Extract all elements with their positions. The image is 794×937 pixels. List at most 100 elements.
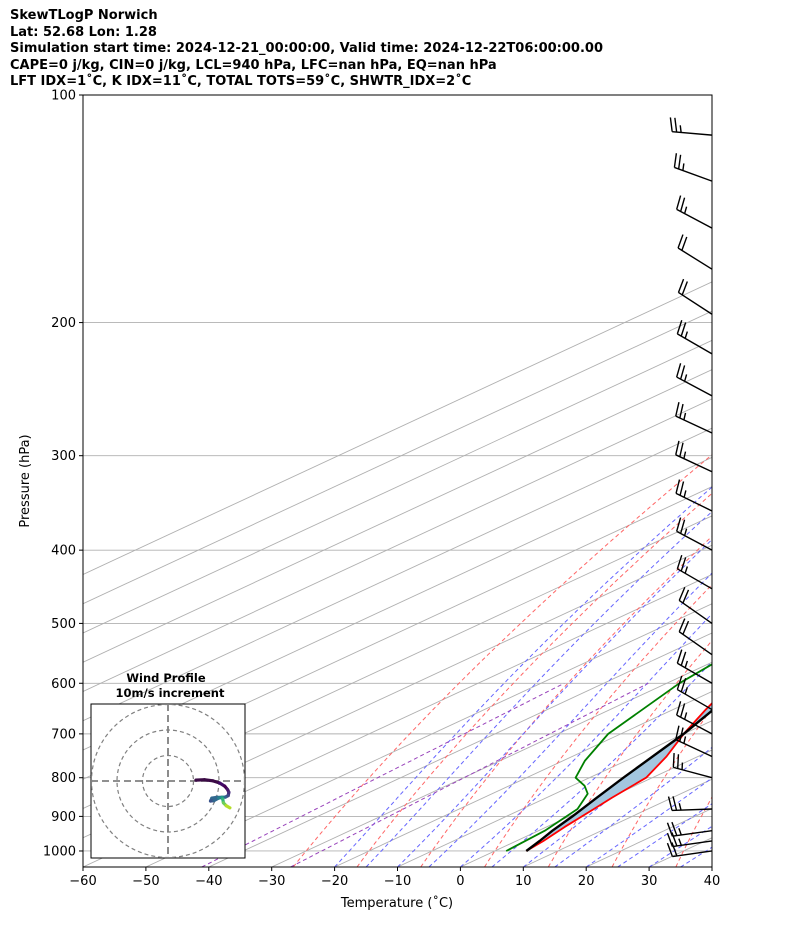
wind-barb-flag <box>679 703 686 718</box>
wind-barb <box>678 587 713 624</box>
wind-barb <box>676 675 713 711</box>
moist-adiabat <box>334 486 712 867</box>
isotherm-line <box>83 281 712 575</box>
dry-adiabat <box>740 95 794 867</box>
hodograph-segment <box>224 804 232 810</box>
isotherm-line <box>271 661 712 867</box>
wind-barb-flag <box>671 821 678 836</box>
wind-barb <box>677 278 713 315</box>
axes: −60 −50 −40 −30 −20 −10 0 10 20 30 40 1000 900 800 700… <box>43 89 720 890</box>
indices-line: LFT IDX=1˚C, K IDX=11˚C, TOTAL TOTS=59˚C… <box>10 74 472 89</box>
dry-adiabat <box>356 492 712 867</box>
wind-barb-flag <box>681 236 688 251</box>
wind-barb-flag <box>666 832 674 847</box>
x-tick-label: 10 <box>515 874 532 889</box>
isotherm-line <box>83 310 712 605</box>
wind-barb-half-flag <box>683 451 687 459</box>
moist-adiabat <box>711 866 712 867</box>
wind-barb-shaft <box>672 130 713 136</box>
wind-barb-shaft <box>672 829 713 837</box>
wind-barb <box>676 554 713 590</box>
wind-barb-flag <box>679 481 685 496</box>
wind-barb-shaft <box>677 688 713 711</box>
dry-adiabat <box>292 454 712 867</box>
moist-adiabat <box>491 660 712 867</box>
wind-barb-flag <box>676 195 682 210</box>
wind-profile-plot <box>91 704 245 858</box>
wind-barb-half-flag <box>684 660 689 668</box>
wind-barb-shaft <box>671 808 713 812</box>
wind-barb-shaft <box>677 247 713 270</box>
wind-barb-shaft <box>678 291 713 315</box>
wind-barb <box>669 117 713 136</box>
wind-barb-flag <box>681 281 688 296</box>
wind-barb-shaft <box>678 599 713 624</box>
wind-profile-title: Wind Profile <box>126 671 206 685</box>
wind-barb-flag <box>675 402 680 417</box>
wind-barb-flag <box>676 649 683 664</box>
simulation-time-line: Simulation start time: 2024-12-21_00:00:… <box>10 41 603 56</box>
wind-barb-flag <box>679 197 686 212</box>
y-tick-label: 400 <box>51 544 76 559</box>
wind-barb-flag <box>676 554 683 570</box>
wind-barb-shaft <box>675 415 713 434</box>
wind-barb-flag <box>682 589 690 604</box>
wind-barb-shaft <box>677 333 713 355</box>
wind-barb-flag <box>679 442 684 457</box>
wind-barb <box>672 753 713 779</box>
x-tick-label: 0 <box>456 874 464 889</box>
wind-barb-flag <box>676 517 682 532</box>
wind-barb <box>666 842 713 858</box>
wind-barb-half-flag <box>683 736 687 744</box>
wind-barb-half-flag <box>678 828 682 836</box>
wind-barb <box>677 234 713 270</box>
wind-barb-flag <box>682 620 690 635</box>
wind-barb-shaft <box>673 766 713 779</box>
wind-barb-half-flag <box>679 125 682 133</box>
x-tick-label: −40 <box>195 874 222 889</box>
wind-barb <box>676 649 713 684</box>
wind-barb <box>676 517 713 551</box>
wind-barb <box>676 320 713 355</box>
wind-barb-flag <box>667 796 673 811</box>
wind-barb-shaft <box>677 568 713 590</box>
wind-barb <box>678 618 713 656</box>
temperature-line <box>525 702 712 852</box>
x-tick-label: 30 <box>641 874 658 889</box>
wind-profile-subtitle: 10m/s increment <box>116 686 225 700</box>
isotherm-line <box>83 544 712 839</box>
wind-barb-half-flag <box>683 490 687 498</box>
wind-barb-half-flag <box>684 331 689 339</box>
x-tick-label: −60 <box>69 874 96 889</box>
wind-barb <box>675 402 713 434</box>
wind-barb-shaft <box>676 376 713 397</box>
isotherm-line <box>83 573 712 867</box>
wind-barb-flag <box>666 842 674 857</box>
chart-title: SkewTLogP Norwich <box>10 8 158 23</box>
wind-barb-shaft <box>676 208 713 229</box>
wind-barb-flag <box>678 587 686 601</box>
wind-barb-flag <box>679 519 686 534</box>
dry-adiabat <box>611 707 712 867</box>
isotherm-line <box>83 339 712 634</box>
wind-barb-shaft <box>675 454 713 473</box>
wind-barb <box>675 479 713 512</box>
y-tick-label: 200 <box>51 316 76 331</box>
wind-barb-flag <box>675 440 680 455</box>
moist-adiabat <box>522 708 712 867</box>
wind-barb-flag <box>675 725 680 740</box>
chart-header: SkewTLogP Norwich Lat: 52.68 Lon: 1.28 S… <box>10 8 603 91</box>
wind-barb-shaft <box>675 738 713 758</box>
wind-profile-inset <box>90 703 246 859</box>
wind-barb-flag <box>673 153 678 168</box>
wind-barb <box>675 440 713 473</box>
wind-barb-half-flag <box>683 412 687 421</box>
wind-barb-half-flag <box>683 528 688 536</box>
wind-barb-flag <box>675 479 681 494</box>
wind-barb <box>676 363 713 397</box>
wind-barb-flag <box>679 365 686 380</box>
wind-barb-flag <box>671 842 678 857</box>
dry-adiabat <box>675 796 712 867</box>
wind-barb-shaft <box>677 662 713 684</box>
